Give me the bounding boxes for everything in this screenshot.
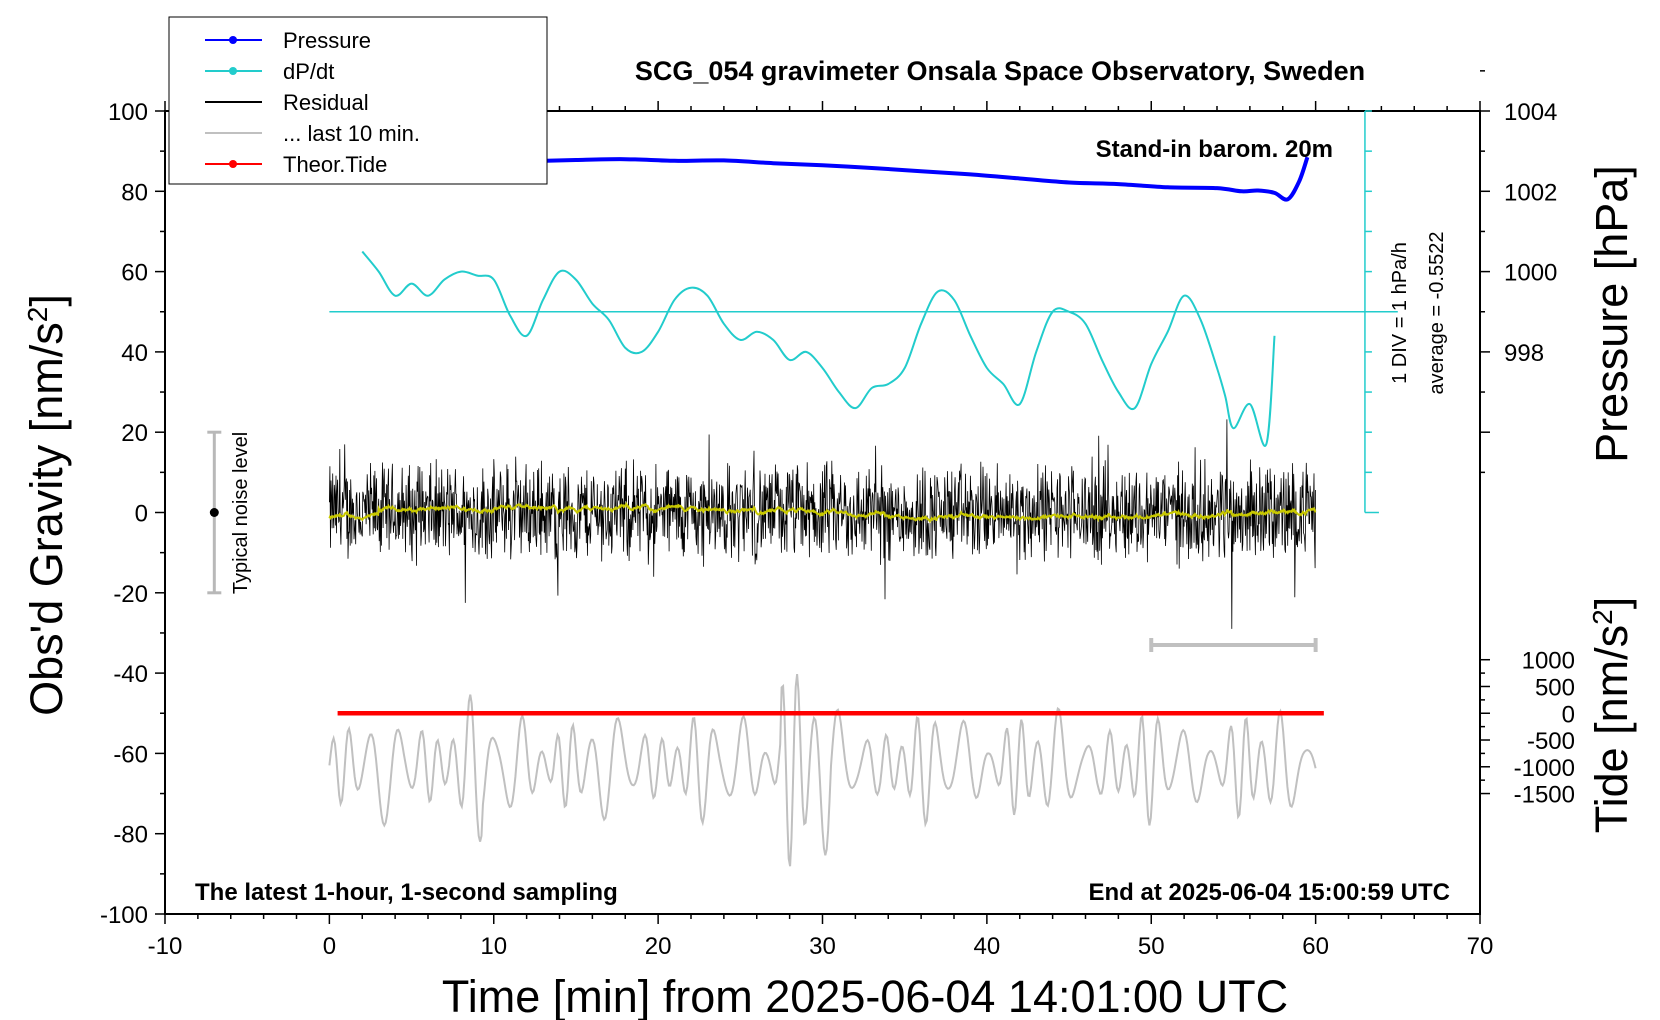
x-axis-title: Time [min] from 2025-06-04 14:01:00 UTC [442,971,1288,1020]
y-axis-title-left-end: ] [21,294,72,307]
y-axis-title-tide-main: Tide [nm/s [1586,625,1637,833]
noise-level-center-dot [209,508,219,517]
legend-marker-2 [229,67,237,75]
dpdt-series [361,250,1276,447]
x-tick-label: 10 [480,933,507,960]
noise-level-label: Typical noise level [230,432,252,594]
y-tick-label: -40 [113,661,148,688]
legend-entries: Pressure dP/dt Residual ... last 10 min. The… [205,28,420,177]
tide-tick-label: -500 [1527,728,1575,755]
chart-title: SCG_054 gravimeter Onsala Space Observat… [635,56,1365,86]
legend-label-2: dP/dt [283,59,334,84]
sampling-note: The latest 1-hour, 1-second sampling [195,879,618,906]
y-axis-title-left-sup: 2 [22,307,53,323]
series-layer [207,110,1398,867]
axes-layer: -10 0 10 20 30 40 50 60 70-100-80-60-40-20020406… [100,70,1575,960]
average-note: average = -0.5522 [1426,232,1448,395]
tide-tick-label: -1500 [1514,782,1575,809]
x-tick-label: -10 [148,933,183,960]
div-note: 1 DIV = 1 hPa/h [1389,242,1411,384]
residual-smoothed-series [328,501,1317,524]
legend-box [168,16,548,185]
y-tick-label: 100 [108,99,148,126]
last-10min-series [328,673,1317,867]
x-tick-label: 0 [323,933,336,960]
y-tick-label: 40 [121,340,148,367]
y-tick-label: -20 [113,581,148,608]
residual-series [329,419,1316,629]
y-axis-title-left: Obs'd Gravity [nm/s2] [21,294,72,716]
legend-marker-1 [229,36,237,44]
x-tick-label: 20 [645,933,672,960]
y-axis-title-left-main: Obs'd Gravity [nm/s [21,322,72,716]
x-tick-label: 30 [809,933,836,960]
y-axis-title-tide-sup: 2 [1587,609,1618,625]
legend: Pressure dP/dt Residual ... last 10 min. The… [168,16,548,185]
legend-marker-5 [229,160,237,168]
y-axis-title-tide-end: ] [1586,597,1637,610]
pressure-tick-label: 1004 [1504,99,1557,126]
pressure-tick-label: 998 [1504,340,1544,367]
x-tick-label: 70 [1467,933,1494,960]
tide-tick-label: -1000 [1514,755,1575,782]
x-tick-label: 50 [1138,933,1165,960]
x-tick-label: 60 [1302,933,1329,960]
y-axis-title-pressure: Pressure [hPa] [1586,165,1637,463]
end-time-note: End at 2025-06-04 15:00:59 UTC [1089,879,1451,906]
legend-label-3: Residual [283,90,369,115]
tide-tick-label: 0 [1562,701,1575,728]
barometer-note: Stand-in barom. 20m [1096,136,1333,163]
y-tick-label: 0 [135,501,148,528]
y-tick-label: -100 [100,902,148,929]
legend-label-5: Theor.Tide [283,152,387,177]
legend-label-4: ... last 10 min. [283,121,420,146]
y-tick-label: -80 [113,822,148,849]
pressure-tick-label: 1000 [1504,260,1557,287]
pressure-tick-label: 1002 [1504,179,1557,206]
y-tick-label: 20 [121,420,148,447]
y-axis-title-tide: Tide [nm/s2] [1586,597,1637,833]
legend-label-1: Pressure [283,28,371,53]
y-tick-label: 60 [121,260,148,287]
tide-tick-label: 500 [1535,674,1575,701]
x-tick-label: 40 [974,933,1001,960]
y-tick-label: 80 [121,179,148,206]
tide-tick-label: 1000 [1522,648,1575,675]
y-tick-label: -60 [113,741,148,768]
